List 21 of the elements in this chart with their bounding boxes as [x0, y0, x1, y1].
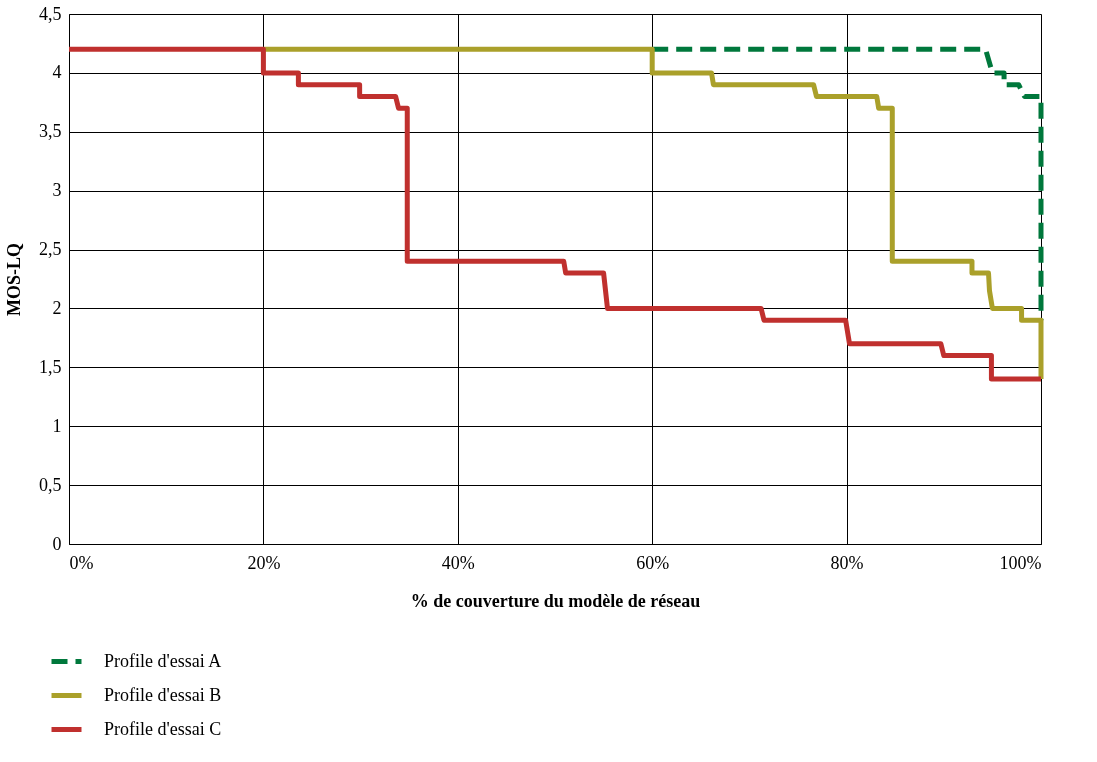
x-tick-label: 40% [441, 552, 475, 573]
y-tick-label: 3 [52, 180, 62, 201]
y-tick-label: 3,5 [39, 121, 62, 142]
legend-label: Profile d'essai A [104, 650, 222, 671]
legend-label: Profile d'essai B [104, 684, 222, 705]
y-tick-label: 4 [52, 62, 62, 83]
x-tick-label: 100% [999, 552, 1042, 573]
x-tick-label: 60% [636, 552, 670, 573]
y-axis-title: MOS-LQ [4, 242, 24, 317]
y-tick-label: 4,5 [39, 3, 62, 24]
y-tick-label: 2 [52, 297, 62, 318]
y-tick-label: 0,5 [39, 474, 62, 495]
x-axis-title: % de couverture du modèle de réseau [410, 590, 701, 611]
y-tick-label: 2,5 [39, 239, 62, 260]
legend-label: Profile d'essai C [104, 718, 222, 739]
y-tick-label: 1,5 [39, 356, 62, 377]
x-tick-label: 20% [247, 552, 281, 573]
x-tick-label: 80% [830, 552, 864, 573]
x-tick-label: 0% [69, 552, 94, 573]
y-tick-label: 0 [52, 533, 62, 554]
y-tick-label: 1 [52, 415, 62, 436]
